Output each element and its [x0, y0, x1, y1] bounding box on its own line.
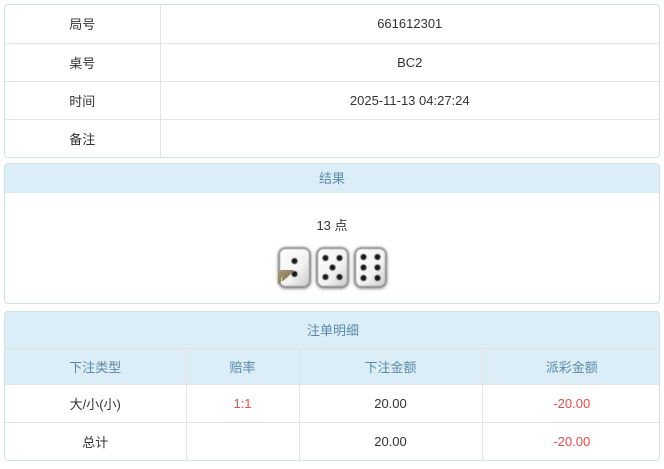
- svg-text:i: i: [280, 275, 282, 284]
